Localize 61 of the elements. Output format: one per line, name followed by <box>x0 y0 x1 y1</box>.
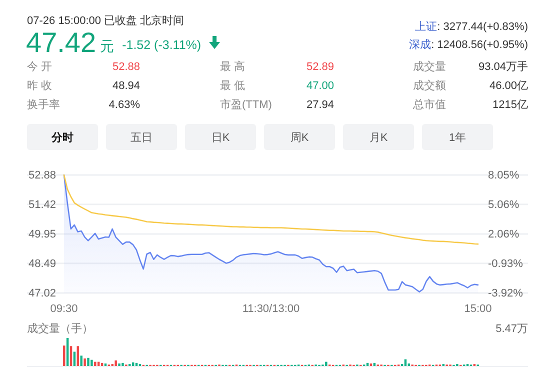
y2-tick-label: 8.05% <box>488 170 520 182</box>
text: 最 低 <box>220 80 246 92</box>
text: 5.47万 <box>496 323 528 335</box>
y-axis-title: 成交量（手） <box>27 322 93 335</box>
text: 换手率 <box>27 98 60 111</box>
bar <box>76 346 80 366</box>
y-tick-label: 52.88 <box>28 170 56 182</box>
bar <box>90 360 93 366</box>
text: 元 <box>100 38 114 54</box>
text: 今 开 <box>27 61 52 73</box>
y-tick-label: 51.42 <box>28 198 56 211</box>
text: 1年 <box>448 132 466 144</box>
text: 48.94 <box>112 80 140 92</box>
text: 46.00亿 <box>489 80 528 92</box>
text: -1.52 (-3.11%) <box>122 38 202 52</box>
text: 总市值 <box>412 98 446 111</box>
text: : 12408.56(+0.95%) <box>431 39 528 51</box>
y2-tick-label: 2.06% <box>488 228 520 241</box>
bar <box>122 362 124 366</box>
bar <box>70 346 72 366</box>
text: 47.00 <box>306 80 334 92</box>
text: 深成 <box>409 38 432 51</box>
text: 日K <box>211 132 230 144</box>
text: : 3277.44(+0.83%) <box>437 21 528 33</box>
bar <box>73 352 76 366</box>
text: 93.04万手 <box>478 60 528 73</box>
x-tick-label: 09:30 <box>50 303 78 315</box>
text: 月K <box>369 132 388 144</box>
bar <box>63 346 66 366</box>
y2-tick-label: -3.92% <box>488 288 524 300</box>
text: 最 高 <box>220 60 246 73</box>
text: 27.94 <box>306 99 334 111</box>
bar <box>84 358 86 366</box>
text: 1215亿 <box>492 99 528 111</box>
bar <box>118 363 120 366</box>
text: 周K <box>290 132 310 144</box>
text: 47.42 <box>26 27 96 58</box>
bar <box>114 360 117 366</box>
bar <box>325 362 328 366</box>
y2-tick-label: 5.06% <box>488 198 520 211</box>
text: 成交量 <box>413 60 446 73</box>
text: 分时 <box>50 131 74 144</box>
text: 昨 收 <box>27 80 52 92</box>
bar <box>94 362 96 366</box>
x-tick-label: 11:30/13:00 <box>242 303 300 315</box>
bar <box>87 358 90 366</box>
text: 52.89 <box>306 61 334 73</box>
y-tick-label: 49.95 <box>28 228 56 241</box>
text: 成交额 <box>413 79 446 92</box>
text: 07-26 15:00:00 已收盘 北京时间 <box>27 14 184 27</box>
text: 上证 <box>415 20 438 33</box>
text: 五日 <box>130 132 152 144</box>
line-series <box>63 174 479 245</box>
y2-tick-label: -0.93% <box>488 258 524 270</box>
text: 4.63% <box>108 99 140 111</box>
x-tick-label: 15:00 <box>464 303 492 315</box>
y-tick-label: 47.02 <box>28 288 56 300</box>
y-tick-label: 48.49 <box>28 258 56 270</box>
text: 52.88 <box>112 61 140 73</box>
text: 市盈(TTM) <box>220 98 272 111</box>
bar <box>80 356 82 366</box>
